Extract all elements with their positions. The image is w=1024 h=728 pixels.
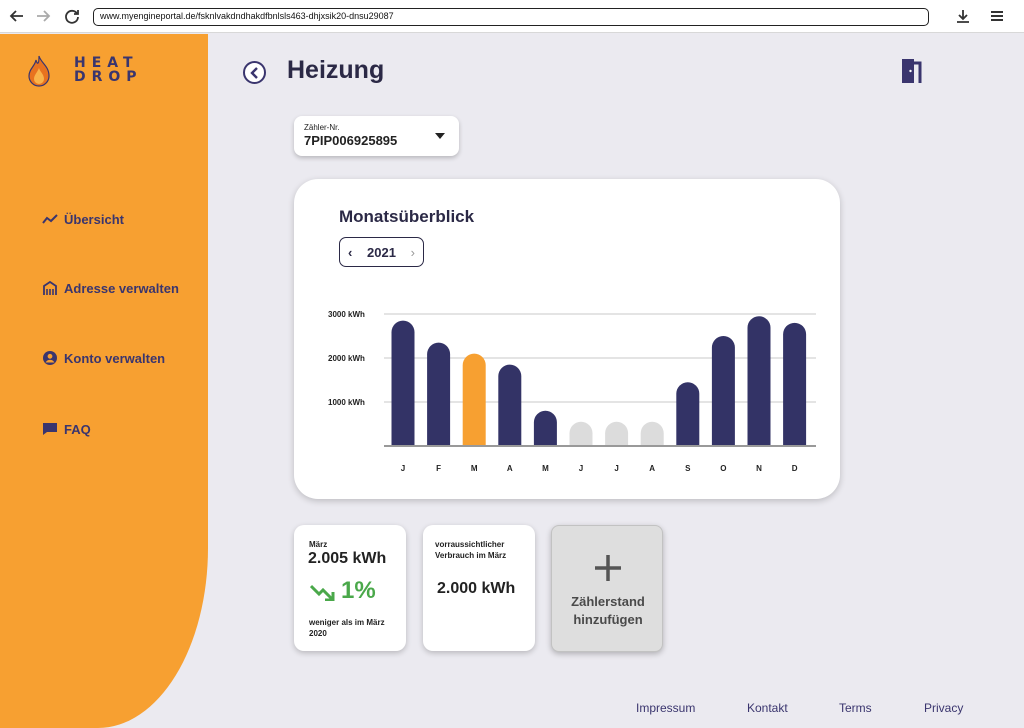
add-label-line2: hinzufügen (573, 612, 643, 627)
footer-link-privacy[interactable]: Privacy (924, 701, 964, 715)
bar[interactable] (676, 382, 700, 446)
logout-door-icon[interactable] (898, 57, 926, 85)
forward-arrow-icon[interactable] (34, 7, 52, 25)
page-title: Heizung (287, 56, 385, 84)
reload-icon[interactable] (63, 7, 81, 25)
footer-link-terms[interactable]: Terms (839, 701, 872, 715)
plus-icon (595, 555, 621, 581)
menu-icon[interactable] (988, 7, 1006, 25)
meter-label: Zähler-Nr. (304, 123, 340, 132)
chevron-down-icon (435, 133, 445, 139)
xtick-label: M (471, 464, 478, 473)
monthly-overview-card: Monatsüberblick ‹ 2021 › 1000 kWh 2000 kW… (294, 179, 840, 499)
bar[interactable] (640, 421, 664, 446)
bar[interactable] (747, 316, 771, 446)
bar-chart: 1000 kWh 2000 kWh 3000 kWh J F M A M J J A S O N D (328, 310, 816, 473)
xtick-label: F (436, 464, 441, 473)
forecast-card: vorraussichtlicher Verbrauch im März 2.0… (423, 525, 535, 651)
download-icon[interactable] (954, 7, 972, 25)
account-circle-icon (43, 351, 57, 365)
year-next-button[interactable]: › (410, 244, 415, 260)
card-label: vorraussichtlicher Verbrauch im März (435, 540, 507, 560)
bar[interactable] (427, 342, 451, 446)
xtick-label: D (792, 464, 798, 473)
brand-line-2: DROP (74, 69, 143, 85)
ytick-label: 3000 kWh (328, 310, 365, 319)
xtick-label: J (579, 464, 583, 473)
sidebar-item-address[interactable]: Adresse verwalten (42, 280, 179, 296)
back-arrow-icon[interactable] (8, 7, 26, 25)
trend-down-icon (310, 584, 335, 601)
bar[interactable] (711, 336, 735, 446)
xtick-label: A (507, 464, 513, 473)
bar[interactable] (498, 364, 522, 446)
chat-icon (43, 423, 57, 435)
back-button[interactable] (243, 61, 266, 84)
sidebar-item-label: Konto verwalten (64, 350, 166, 366)
building-icon (43, 280, 57, 295)
xtick-label: A (649, 464, 655, 473)
year-prev-button[interactable]: ‹ (348, 244, 353, 260)
address-bar[interactable]: www.myengineportal.de/fsknlvakdndhakdfbn… (93, 8, 929, 26)
bar[interactable] (533, 410, 557, 446)
sidebar-item-account[interactable]: Konto verwalten (42, 350, 165, 366)
march-usage-card: März 2.005 kWh 1% weniger als im März 20… (294, 525, 406, 651)
browser-toolbar: www.myengineportal.de/fsknlvakdndhakdfbn… (0, 0, 1024, 33)
footer-link-impressum[interactable]: Impressum (636, 701, 696, 715)
year-value: 2021 (367, 244, 396, 260)
chart-title: Monatsüberblick (339, 207, 475, 226)
bar[interactable] (569, 421, 593, 446)
sidebar-item-label: Übersicht (64, 211, 124, 227)
change-percent: 1% (341, 577, 376, 604)
sidebar-item-faq[interactable]: FAQ (42, 421, 91, 437)
sidebar (0, 34, 208, 728)
xtick-label: J (614, 464, 618, 473)
meter-value: 7PIP006925895 (304, 133, 398, 148)
xtick-label: J (401, 464, 405, 473)
bar[interactable] (605, 421, 629, 446)
bar[interactable] (391, 320, 415, 446)
add-label-line1: Zählerstand (571, 594, 645, 609)
xtick-label: O (720, 464, 726, 473)
card-value: 2.005 kWh (308, 550, 387, 567)
card-value: 2.000 kWh (437, 580, 516, 597)
sidebar-item-label: FAQ (64, 421, 91, 437)
xtick-label: N (756, 464, 762, 473)
change-caption: weniger als im März 2020 (309, 618, 385, 638)
card-label: März (309, 540, 328, 549)
bar[interactable] (462, 353, 486, 446)
chart-line-icon (42, 214, 58, 224)
sidebar-item-overview[interactable]: Übersicht (42, 211, 124, 227)
ytick-label: 2000 kWh (328, 354, 365, 363)
sidebar-item-label: Adresse verwalten (64, 280, 179, 296)
brand-line-1: HEAT (74, 55, 139, 71)
add-label: Zählerstand hinzufügen (552, 593, 664, 629)
chevron-left-icon (249, 66, 258, 79)
xtick-label: S (685, 464, 691, 473)
ytick-label: 1000 kWh (328, 398, 365, 407)
brand-logo: HEAT DROP (74, 56, 143, 84)
year-selector: ‹ 2021 › (339, 237, 424, 267)
flame-logo-icon (28, 55, 50, 87)
add-meter-reading-button[interactable]: Zählerstand hinzufügen (551, 525, 663, 652)
xtick-label: M (542, 464, 549, 473)
footer-link-contact[interactable]: Kontakt (747, 701, 788, 715)
meter-select[interactable]: Zähler-Nr. 7PIP006925895 (294, 116, 459, 156)
bar[interactable] (783, 322, 807, 446)
